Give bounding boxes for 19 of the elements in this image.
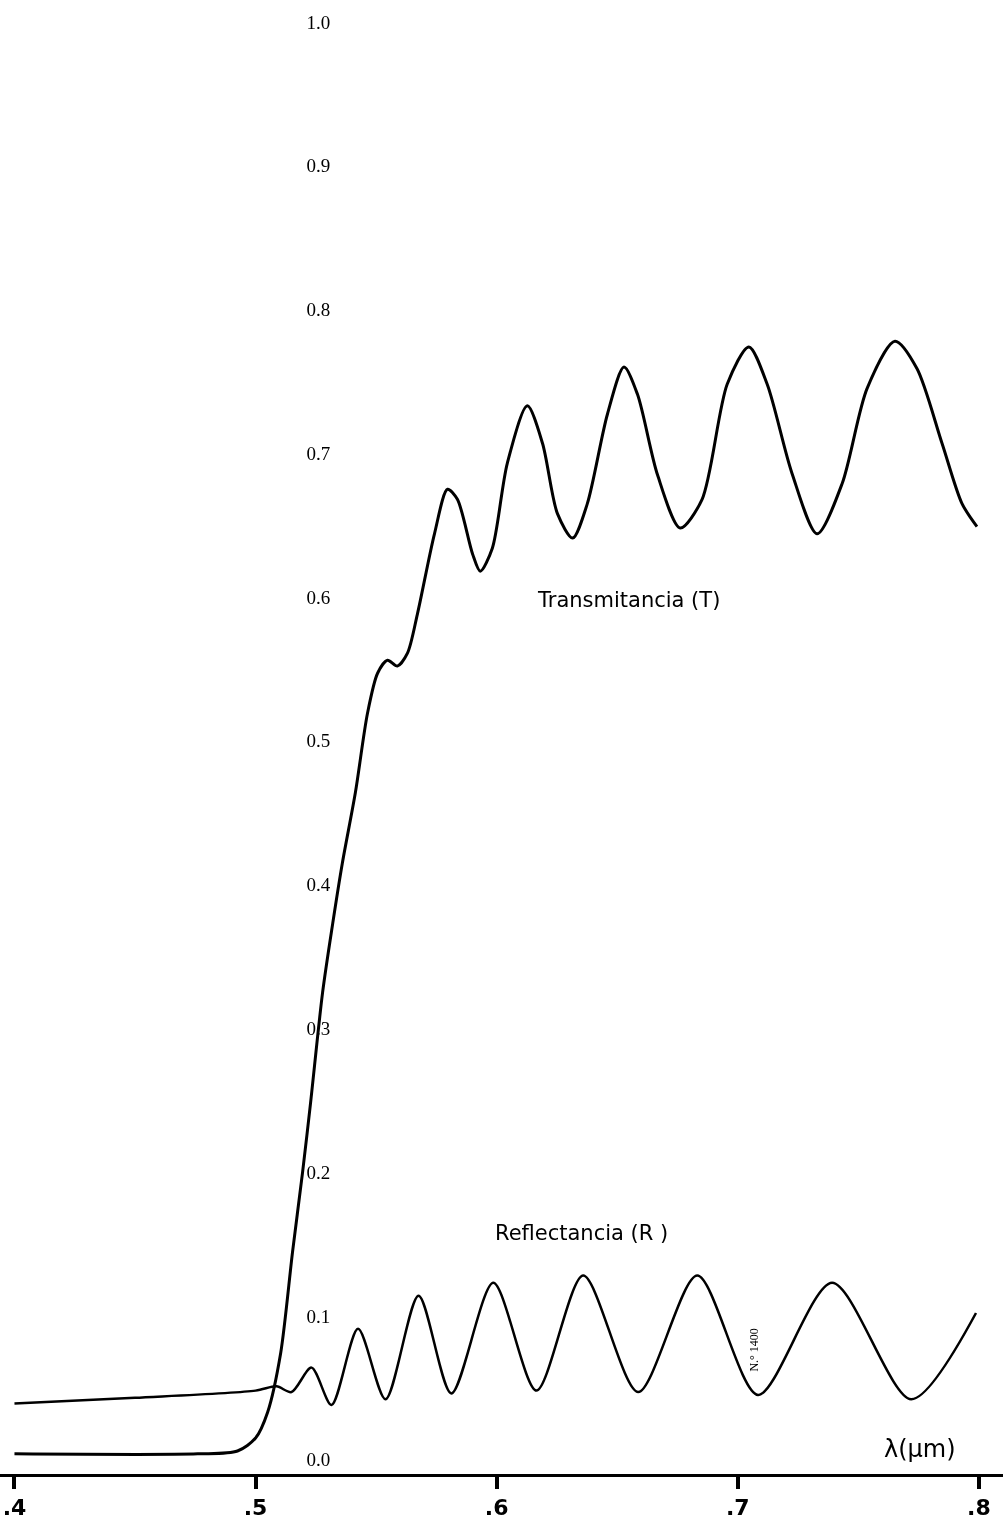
text: Transmitancia (T): [537, 588, 721, 612]
series-label: Reflectancia (R ): [495, 1221, 669, 1245]
x-tick-label: .8: [967, 1495, 991, 1521]
x-tick-label: .5: [243, 1495, 268, 1521]
y-tick-label: 0.5: [306, 730, 331, 752]
y-tick-label: 1.0: [306, 11, 331, 33]
y-tick-label: 0.4: [306, 874, 331, 896]
x-axis-title: λ(μm): [884, 1435, 956, 1463]
y-tick-label: 0.6: [306, 586, 331, 608]
y-tick-label: 0.8: [306, 299, 331, 321]
y-tick-label: 0.9: [306, 155, 331, 177]
x-tick-label: .7: [725, 1495, 750, 1521]
y-tick-label: 0.7: [306, 442, 331, 464]
x-tick-label: .6: [484, 1495, 509, 1521]
x-tick-label: .4: [2, 1495, 27, 1521]
y-tick-label: 0.2: [306, 1161, 331, 1183]
annotation: N.° 1400: [746, 1328, 761, 1372]
y-tick-label: 0.0: [306, 1449, 331, 1471]
y-tick-label: 0.1: [306, 1305, 331, 1327]
